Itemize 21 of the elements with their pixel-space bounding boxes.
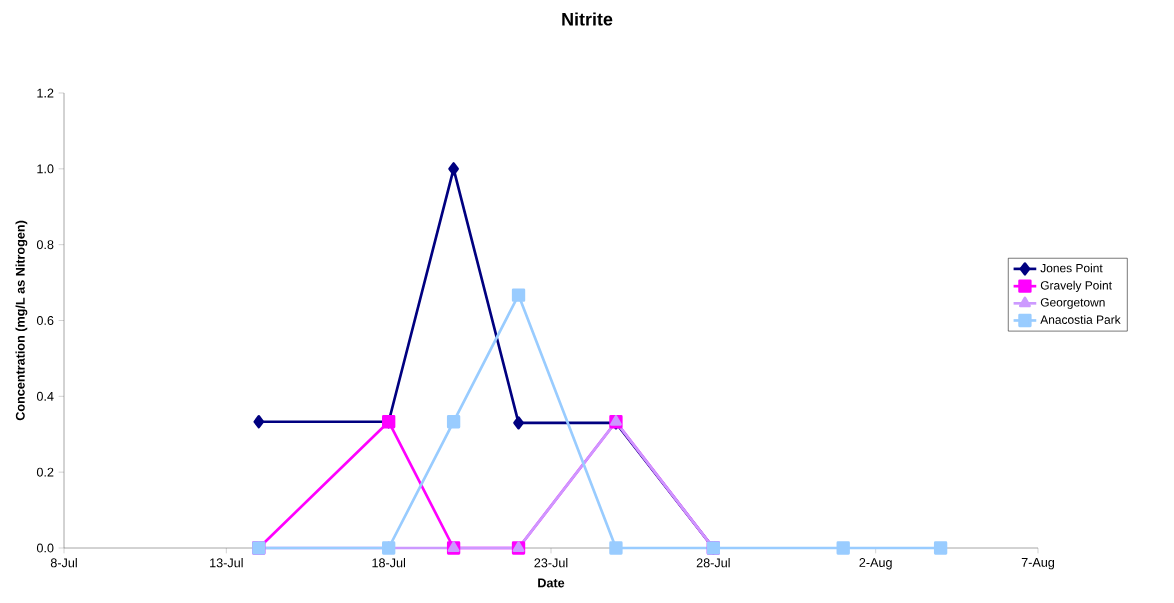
y-tick-label: 0.0: [36, 543, 54, 553]
x-tick-label: 28-Jul: [696, 558, 730, 568]
y-tick-label: 1.2: [37, 88, 54, 98]
legend-label: Jones Point: [1040, 263, 1103, 273]
y-axis-title: Concentration (mg/L as Nitrogen): [15, 220, 28, 421]
x-tick-label: 2-Aug: [859, 558, 892, 570]
x-tick-label: 7-Aug: [1021, 558, 1055, 570]
legend-label: Anacostia Park: [1040, 315, 1121, 324]
y-tick-label: 0.8: [36, 240, 54, 250]
y-tick-label: 1.0: [37, 164, 54, 174]
chart-title: Nitrite: [562, 12, 613, 26]
x-tick-label: 23-Jul: [534, 558, 568, 568]
y-tick-label: 0.6: [36, 316, 54, 325]
y-tick-label: 0.4: [36, 391, 54, 401]
legend-label: Georgetown: [1040, 298, 1105, 309]
x-tick-label: 13-Jul: [210, 558, 243, 568]
legend-label: Gravely Point: [1040, 280, 1112, 292]
y-tick-label: 0.2: [36, 467, 54, 477]
x-tick-label: 18-Jul: [372, 558, 405, 568]
x-tick-label: 8-Jul: [50, 558, 77, 568]
x-axis-title: Date: [538, 578, 565, 588]
